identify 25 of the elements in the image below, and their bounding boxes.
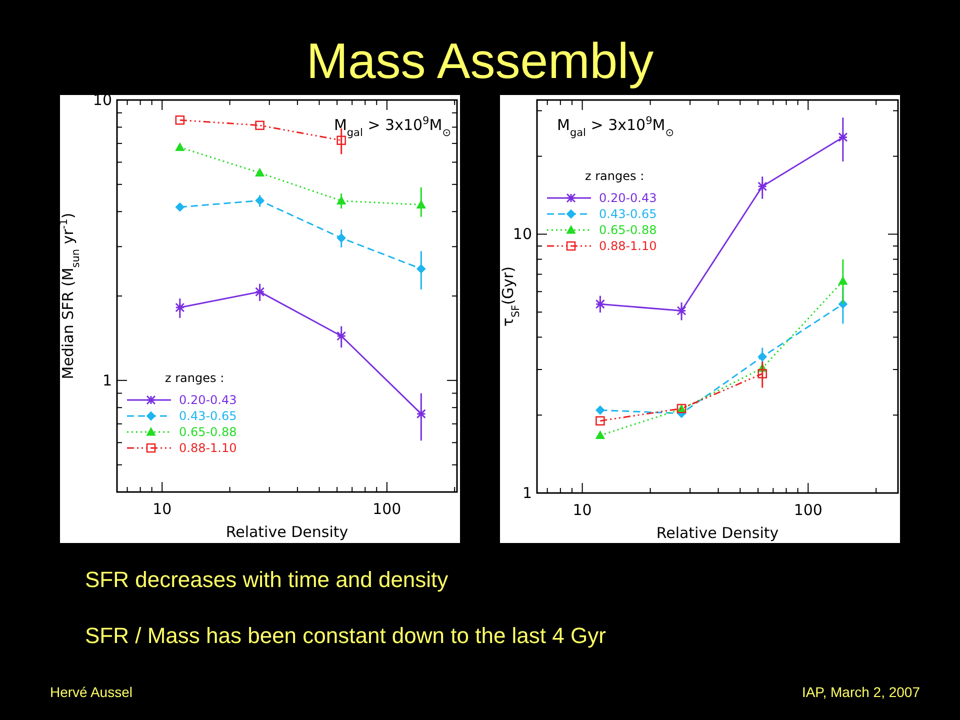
legend-label: 0.65-0.88 — [179, 425, 237, 439]
x-tick-label: 10 — [572, 501, 592, 519]
x-axis-title: Relative Density — [656, 524, 779, 542]
x-tick-label: 100 — [372, 500, 402, 518]
text: SFR / Mass has been constant down to the last 4 Gyr — [85, 623, 606, 648]
legend-label: 0.88-1.10 — [179, 441, 237, 455]
legend-title: z ranges : — [165, 371, 224, 385]
y-tick-label: 1 — [102, 371, 112, 390]
legend-label: 0.20-0.43 — [179, 393, 237, 407]
annotation: M$_{gal}$ > 3x10$^{9}$M$_{⊙}$ — [334, 115, 451, 139]
x-axis-title: Relative Density — [226, 523, 348, 541]
legend-label: 0.65-0.88 — [599, 223, 657, 237]
legend-label: 0.43-0.65 — [599, 207, 657, 221]
annotation: M$_{gal}$ > 3x10$^{9}$M$_{⊙}$ — [557, 115, 674, 139]
chart-title: Mass Assembly — [306, 33, 654, 89]
legend-title: z ranges : — [585, 169, 644, 183]
legend-label: 0.88-1.10 — [599, 239, 657, 253]
text: Hervé Aussel — [50, 684, 132, 700]
legend-label: 0.43-0.65 — [179, 409, 237, 423]
text: SFR decreases with time and density — [85, 567, 448, 592]
legend-label: 0.20-0.43 — [599, 191, 657, 205]
x-tick-label: 100 — [794, 501, 822, 519]
x-tick-label: 10 — [152, 500, 172, 518]
text: IAP, March 2, 2007 — [802, 684, 920, 700]
y-tick-label: 1 — [522, 484, 532, 502]
